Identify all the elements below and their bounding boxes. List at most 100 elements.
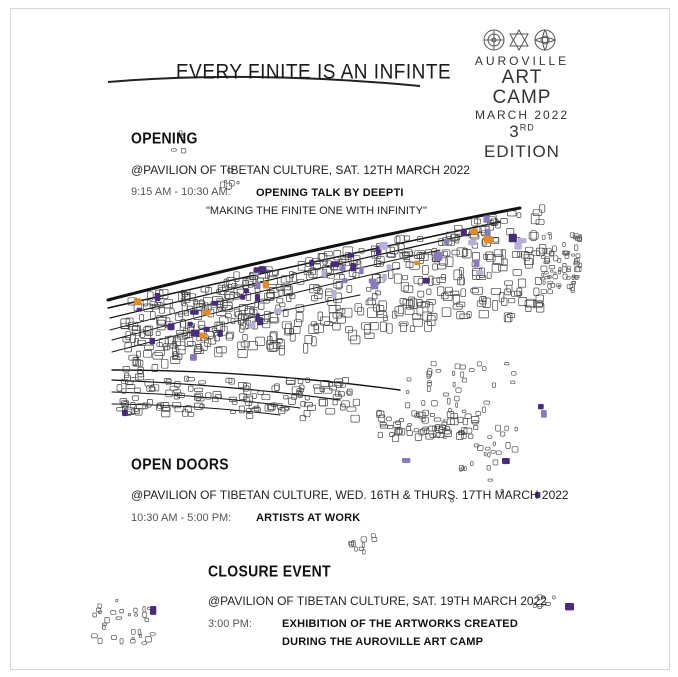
scattered-cell <box>229 180 235 187</box>
wing-cell <box>289 294 296 300</box>
wing-cell <box>225 333 233 341</box>
wing-cell <box>498 291 505 303</box>
wing-cell <box>371 293 378 300</box>
wing-cell <box>245 408 252 413</box>
wing-cell <box>417 236 424 243</box>
wing-cell <box>536 247 545 257</box>
wing-cell <box>531 250 541 256</box>
wing-cell <box>433 417 442 422</box>
scattered-cell <box>358 546 364 551</box>
wing-cell <box>289 270 294 279</box>
wing-cell <box>446 418 455 425</box>
wing-cell <box>318 253 325 262</box>
wing-cell <box>286 293 292 302</box>
wing-cell <box>208 335 217 345</box>
wing-cell <box>132 325 141 336</box>
scattered-cell <box>574 275 580 279</box>
scattered-cell <box>547 280 554 284</box>
scattered-cell <box>545 602 551 606</box>
wing-cell <box>291 394 298 400</box>
wing-cell <box>279 406 289 412</box>
wing-cell <box>116 407 125 412</box>
wing-cell <box>268 402 276 410</box>
colored-cell <box>211 300 219 306</box>
scattered-cell <box>504 362 510 366</box>
wing-cell <box>278 290 285 297</box>
colored-cell <box>339 266 346 272</box>
wing-cell <box>226 277 236 288</box>
wing-cell <box>186 341 196 346</box>
wing-cell <box>237 349 248 358</box>
scattered-cell <box>111 634 117 640</box>
scattered-cell <box>220 181 225 189</box>
wing-cell <box>341 307 353 318</box>
scattered-cell <box>452 381 456 388</box>
wing-cell <box>431 277 441 285</box>
wing-cell <box>471 416 480 423</box>
wing-cell <box>389 432 395 437</box>
scattered-cell <box>361 549 366 555</box>
wing-cell <box>486 254 496 262</box>
colored-cell <box>422 277 430 284</box>
opening-event: OPENING TALK BY DEEPTI <box>256 187 404 199</box>
wing-cell <box>276 339 285 349</box>
wing-cell <box>369 322 379 331</box>
wing-cell <box>303 270 312 276</box>
wing-cell <box>398 418 404 423</box>
wing-cell <box>269 332 277 343</box>
wing-cell <box>199 403 205 409</box>
colored-cell <box>402 458 411 463</box>
scattered-cell <box>133 607 138 613</box>
scattered-cell <box>97 637 103 644</box>
wing-cell <box>194 392 203 399</box>
wing-cell <box>169 308 175 315</box>
wing-cell <box>398 243 405 253</box>
scattered-cell <box>134 613 139 617</box>
wing-cell <box>125 330 131 341</box>
scattered-cell <box>406 377 412 382</box>
wing-cell <box>429 413 435 418</box>
wing-cell <box>177 332 188 340</box>
wing-cell <box>413 276 424 284</box>
scattered-cell <box>421 400 426 406</box>
wing-cell <box>444 430 451 435</box>
wing-cell <box>320 379 330 387</box>
wing-cell <box>454 235 460 244</box>
wing-cell <box>404 235 410 241</box>
wing-cell <box>193 393 202 401</box>
wing-cell <box>392 421 401 428</box>
wing-cell <box>432 263 438 271</box>
wing-cell <box>243 389 252 396</box>
wing-cell <box>304 335 313 344</box>
scattered-cell <box>477 445 484 451</box>
wing-cell <box>481 296 487 303</box>
wing-cell <box>194 402 204 410</box>
wing-cell <box>424 321 432 332</box>
wing-cell <box>222 302 233 312</box>
wing-cell <box>328 305 337 314</box>
wing-cell <box>462 248 468 257</box>
scattered-cell <box>573 261 580 266</box>
wing-cell <box>425 249 432 256</box>
scattered-cell <box>414 413 421 419</box>
wing-cell <box>392 310 398 319</box>
scattered-cell <box>102 624 106 631</box>
wing-cell <box>233 271 240 282</box>
wing-cell <box>192 299 198 305</box>
wing-cell <box>367 307 377 318</box>
wing-cell <box>525 305 532 312</box>
wing-cell <box>136 350 142 358</box>
wing-cell <box>524 258 533 269</box>
scattered-cell <box>572 232 579 240</box>
scattered-cell <box>541 234 546 240</box>
wing-cell <box>389 244 399 255</box>
scattered-cell <box>545 247 552 255</box>
wing-cell <box>352 398 360 407</box>
wing-cell <box>173 393 181 400</box>
wing-cell <box>164 345 171 351</box>
wing-cell <box>136 403 146 410</box>
wing-cell <box>155 330 161 337</box>
scattered-cell <box>96 607 102 613</box>
colored-cell <box>240 294 246 300</box>
scattered-cell <box>571 275 575 280</box>
